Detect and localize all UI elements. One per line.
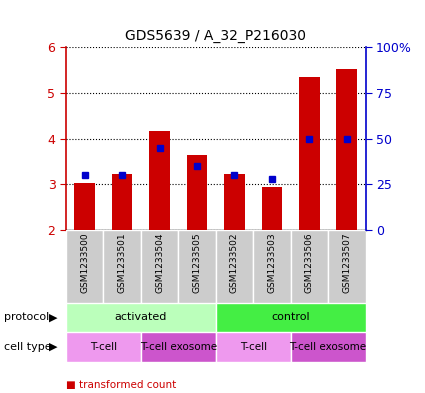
- Text: GSM1233503: GSM1233503: [267, 232, 276, 293]
- Text: GSM1233505: GSM1233505: [193, 232, 201, 293]
- Bar: [149, 131, 170, 230]
- Text: T-cell: T-cell: [90, 342, 117, 352]
- Bar: [141, 332, 215, 362]
- Text: ▶: ▶: [49, 342, 57, 352]
- Text: ▶: ▶: [49, 312, 57, 322]
- Text: cell type: cell type: [4, 342, 52, 352]
- Text: GSM1233507: GSM1233507: [342, 232, 351, 293]
- Bar: [253, 230, 291, 303]
- Bar: [103, 230, 141, 303]
- Title: GDS5639 / A_32_P216030: GDS5639 / A_32_P216030: [125, 29, 306, 43]
- Bar: [74, 183, 95, 230]
- Bar: [337, 69, 357, 230]
- Bar: [66, 332, 141, 362]
- Bar: [178, 230, 215, 303]
- Bar: [261, 187, 282, 230]
- Text: GSM1233502: GSM1233502: [230, 232, 239, 292]
- Text: ■ transformed count: ■ transformed count: [66, 380, 176, 390]
- Text: T-cell exosome: T-cell exosome: [140, 342, 217, 352]
- Text: GSM1233506: GSM1233506: [305, 232, 314, 293]
- Bar: [112, 174, 132, 230]
- Bar: [215, 303, 366, 332]
- Text: protocol: protocol: [4, 312, 49, 322]
- Bar: [187, 154, 207, 230]
- Bar: [66, 230, 103, 303]
- Text: GSM1233501: GSM1233501: [118, 232, 127, 293]
- Bar: [291, 332, 366, 362]
- Bar: [291, 230, 328, 303]
- Bar: [299, 77, 320, 230]
- Text: GSM1233504: GSM1233504: [155, 232, 164, 292]
- Bar: [328, 230, 366, 303]
- Bar: [215, 230, 253, 303]
- Text: activated: activated: [115, 312, 167, 322]
- Bar: [224, 174, 245, 230]
- Bar: [66, 303, 215, 332]
- Bar: [141, 230, 178, 303]
- Text: T-cell exosome: T-cell exosome: [289, 342, 367, 352]
- Text: control: control: [271, 312, 310, 322]
- Text: GSM1233500: GSM1233500: [80, 232, 89, 293]
- Bar: [215, 332, 291, 362]
- Text: T-cell: T-cell: [240, 342, 267, 352]
